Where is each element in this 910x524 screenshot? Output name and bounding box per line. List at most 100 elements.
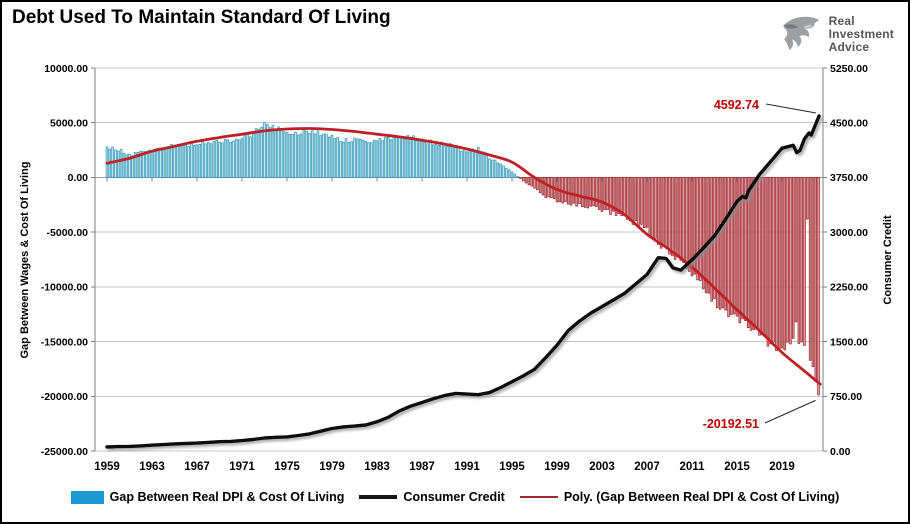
brand-line: Advice: [828, 39, 870, 54]
gap-bar: [229, 141, 233, 178]
gap-bar: [263, 122, 266, 178]
right-axis-tick-label: 3000.00: [830, 227, 868, 239]
poly-trendline-group: [105, 127, 822, 386]
gap-bar: [282, 131, 286, 178]
gap-bar: [395, 135, 398, 178]
gap-bar: [724, 177, 727, 311]
gap-bar: [325, 133, 328, 178]
gap-bar: [589, 177, 592, 207]
gap-bar: [685, 177, 688, 269]
gap-bar: [451, 144, 455, 178]
gap-bar: [645, 177, 649, 228]
right-axis-tick-label: 1500.00: [830, 336, 868, 348]
gap-bar: [626, 177, 629, 220]
gap-bar: [620, 177, 623, 217]
gap-bar: [164, 148, 168, 178]
gap-bar: [336, 137, 339, 178]
gap-bar: [665, 177, 668, 250]
gap-bar: [516, 175, 519, 178]
gap-bar: [415, 140, 418, 178]
x-axis-tick-label: 1983: [364, 461, 390, 473]
left-axis-tick-label: -25000.00: [41, 446, 88, 458]
gap-bar: [240, 138, 244, 178]
gap-bar: [198, 143, 202, 178]
legend-item: Consumer Credit: [359, 490, 505, 504]
gap-bar: [789, 177, 792, 345]
gap-bar: [249, 136, 252, 178]
chart-title: Debt Used To Maintain Standard Of Living: [12, 7, 391, 28]
x-axis-tick-label: 2003: [589, 461, 615, 473]
x-axis-tick-label: 1987: [409, 461, 435, 473]
gap-bar: [162, 147, 165, 178]
gap-bar: [544, 177, 547, 198]
gap-bar: [592, 177, 595, 207]
gap-bar: [446, 146, 449, 178]
gap-bar: [209, 143, 213, 178]
gap-bar: [671, 177, 674, 257]
annotation-poly-end: -20192.51: [703, 417, 759, 431]
gap-bar: [761, 177, 764, 336]
gap-bar: [527, 177, 531, 186]
gap-bar: [586, 177, 590, 209]
gap-bar: [268, 127, 272, 178]
gap-bar: [749, 177, 753, 331]
gap-bar: [811, 177, 815, 368]
gap-bar: [454, 147, 458, 178]
gap-bar: [434, 144, 438, 178]
gap-bar: [260, 126, 263, 178]
gap-bar: [679, 177, 682, 261]
gap-bar: [322, 133, 325, 178]
gap-bar: [777, 177, 781, 349]
gap-bar: [505, 167, 508, 178]
gap-bar: [266, 123, 269, 178]
gap-bar: [252, 133, 255, 178]
gap-bar: [806, 177, 809, 220]
gap-bar: [353, 137, 356, 178]
gap-bar: [392, 135, 396, 178]
right-axis-tick-label: 2250.00: [830, 282, 868, 294]
gap-bar: [606, 177, 609, 211]
gap-bar: [471, 148, 474, 178]
gap-bar: [125, 154, 128, 178]
eagle-icon: [783, 16, 820, 51]
gap-bar: [808, 177, 812, 361]
gap-bar: [313, 133, 317, 178]
gap-bar: [432, 144, 435, 178]
x-axis-tick-label: 1979: [319, 461, 345, 473]
gap-bar: [707, 177, 711, 294]
gap-bar: [569, 177, 573, 206]
gap-bar: [207, 141, 210, 178]
gap-bar: [305, 130, 308, 178]
gap-bar: [730, 177, 733, 315]
gap-bar: [780, 177, 784, 349]
gap-bar: [628, 177, 632, 222]
right-axis-tick-label: 4500.00: [830, 118, 868, 130]
gap-bars-series: [105, 122, 820, 396]
gap-bar: [783, 177, 787, 351]
gap-bar: [187, 146, 190, 178]
gap-bar: [786, 177, 789, 343]
gap-bar: [412, 135, 415, 178]
gap-bar: [116, 150, 120, 178]
gap-bar: [538, 177, 542, 194]
gap-bar: [131, 155, 134, 178]
gap-bar: [221, 142, 224, 178]
brand-line: Investment: [828, 26, 894, 41]
legend-label: Gap Between Real DPI & Cost Of Living: [109, 490, 345, 504]
gap-bar: [465, 151, 469, 178]
gap-bar: [367, 142, 370, 178]
gap-bar: [178, 146, 182, 178]
gap-bar: [288, 133, 292, 178]
gap-bar: [462, 148, 466, 178]
gap-bar: [302, 129, 306, 178]
gap-bar: [246, 133, 249, 178]
legend-label: Consumer Credit: [403, 490, 505, 504]
gap-bar: [693, 177, 697, 275]
gap-bar: [358, 138, 362, 178]
gap-bar: [482, 151, 486, 178]
gap-bar: [572, 177, 576, 204]
gap-bar: [541, 177, 545, 196]
gap-bar: [735, 177, 739, 317]
gap-bar: [291, 134, 294, 178]
